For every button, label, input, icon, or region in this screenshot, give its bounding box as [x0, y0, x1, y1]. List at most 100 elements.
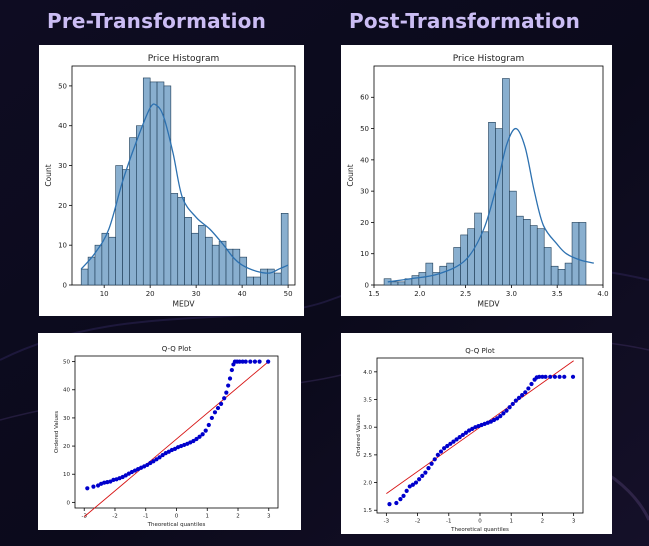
histogram-bar	[170, 193, 179, 286]
histogram-bar	[474, 212, 482, 286]
histogram-bar	[260, 268, 268, 286]
post-transformation-heading: Post-Transformation	[349, 9, 581, 33]
y-tick-label: 0	[365, 281, 369, 289]
y-tick-label: 10	[63, 472, 70, 478]
qq-point	[454, 437, 459, 442]
y-axis-label: Count	[346, 164, 355, 186]
y-tick-label: 20	[63, 444, 70, 450]
pre-price-histogram-chart: 10 20 30 40 50 0 10 20 30 40 50 Price Histogram MEDV…	[44, 54, 296, 309]
histogram-bar	[198, 224, 206, 286]
post-price-histogram-panel: 1.5 2.0 2.5 3.0 3.5 4.0 0 10 20 30 40 50 60 Price His…	[341, 45, 612, 316]
qq-point	[470, 426, 475, 431]
y-tick-label: 40	[360, 156, 369, 164]
chart-title: Q-Q Plot	[465, 347, 495, 355]
pre-qq-plot-panel: -3 -2 -1 0 1 2 3 0 10 20 30 40 50 Q-Q Plot Theoretical…	[38, 333, 301, 530]
kde-curve	[80, 103, 289, 274]
qq-point	[194, 436, 199, 442]
qq-point	[227, 376, 233, 381]
y-tick-label: 30	[63, 416, 70, 422]
histogram-bar	[550, 265, 559, 286]
qq-point	[410, 482, 415, 487]
qq-point	[507, 405, 512, 410]
y-tick-label: 3.0	[363, 425, 372, 431]
qq-point	[463, 430, 469, 435]
histogram-bar	[481, 231, 489, 286]
histogram-bar	[232, 248, 241, 286]
histogram-bar	[495, 128, 503, 286]
histogram-bar	[460, 234, 468, 286]
qq-point	[513, 398, 518, 403]
qq-point	[85, 486, 90, 491]
y-tick-label: 20	[360, 219, 369, 227]
histogram-bar	[557, 269, 566, 286]
y-tick-label: 2.0	[363, 480, 372, 486]
qq-point	[438, 449, 444, 454]
qq-point	[226, 383, 231, 388]
histogram-bar	[439, 265, 448, 286]
histogram-bar	[529, 225, 538, 286]
y-tick-label: 60	[360, 94, 369, 102]
y-tick-label: 30	[360, 188, 369, 196]
y-axis-label: Count	[44, 164, 53, 186]
x-tick-label: 30	[192, 290, 201, 298]
histogram-bar	[191, 232, 199, 286]
x-tick-label: 2	[236, 514, 240, 520]
y-tick-label: 30	[58, 162, 67, 170]
histogram-bar	[239, 256, 248, 286]
qq-point	[151, 459, 156, 464]
histogram-bar	[516, 215, 524, 286]
qq-point	[552, 374, 558, 379]
qq-point	[495, 416, 500, 421]
reference-line	[83, 361, 270, 518]
y-tick-label: 10	[360, 250, 369, 258]
qq-point	[491, 417, 497, 423]
qq-point	[222, 396, 227, 401]
histogram-bar	[280, 213, 289, 286]
qq-point	[148, 460, 153, 466]
histogram-bar	[80, 268, 89, 286]
y-tick-label: 0	[67, 500, 71, 506]
qq-point	[457, 435, 462, 440]
y-axis-label: Ordered Values	[54, 411, 60, 453]
histogram-bar	[425, 262, 434, 286]
post-qq-plot-panel: -3 -2 -1 0 1 2 3 1.5 2.0 2.5 3.0 3.5 4.0 Q-Q Plot Theo…	[341, 333, 612, 534]
y-tick-label: 40	[63, 388, 70, 394]
qq-point	[466, 428, 472, 433]
x-tick-label: 0	[478, 519, 482, 525]
qq-point	[529, 381, 534, 387]
qq-point	[257, 359, 262, 364]
x-axis-label: Theoretical quantiles	[147, 522, 206, 528]
qq-point	[209, 415, 214, 421]
histogram-bar	[523, 219, 531, 286]
pre-price-histogram-panel: 10 20 30 40 50 0 10 20 30 40 50 Price Histogram MEDV…	[39, 45, 304, 316]
qq-point	[548, 374, 553, 379]
qq-point	[166, 449, 171, 454]
qq-point	[401, 493, 406, 498]
histogram-bar	[163, 85, 172, 286]
qq-point	[200, 432, 205, 437]
y-tick-label: 0	[63, 281, 67, 289]
histogram-bar	[122, 169, 130, 286]
y-axis-label: Ordered Values	[356, 414, 362, 456]
qq-point	[404, 488, 409, 493]
qq-point	[123, 473, 128, 478]
qq-point	[442, 446, 447, 451]
qq-point	[240, 359, 245, 364]
x-axis-label: Theoretical quantiles	[450, 527, 509, 533]
qq-point	[407, 484, 412, 489]
histogram-bar	[184, 217, 192, 286]
histogram-bar	[149, 81, 158, 286]
x-tick-label: 40	[238, 290, 247, 298]
chart-title: Price Histogram	[453, 54, 525, 64]
histogram-bar	[564, 262, 573, 286]
x-tick-label: 0	[175, 514, 179, 520]
qq-point	[218, 401, 224, 406]
qq-point	[212, 410, 218, 415]
qq-point	[498, 414, 503, 419]
x-tick-label: 50	[284, 290, 293, 298]
x-tick-label: -2	[415, 519, 420, 525]
histogram-bar	[211, 244, 220, 286]
qq-point	[417, 477, 422, 482]
y-tick-label: 2.5	[363, 453, 372, 459]
